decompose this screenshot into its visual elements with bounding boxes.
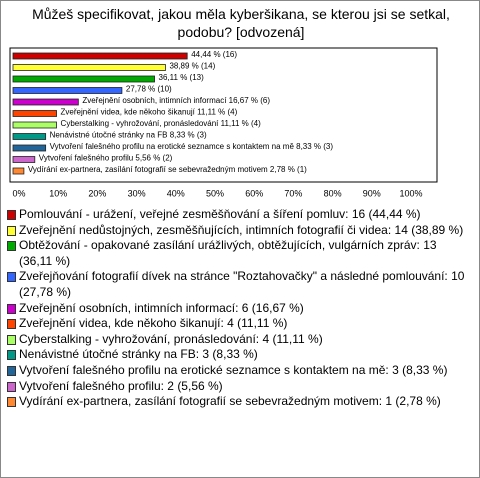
legend-label: Nenávistné útočné stránky na FB: 3 (8,33… xyxy=(19,347,258,362)
legend-swatch xyxy=(7,381,16,392)
bar xyxy=(12,64,166,71)
legend-swatch xyxy=(7,210,16,220)
legend-swatch xyxy=(7,350,16,361)
legend-item: Obtěžování - opakované zasílání urážlivý… xyxy=(7,238,473,269)
legend-item: Vytvoření falešného profilu: 2 (5,56 %) xyxy=(7,379,473,395)
legend-label: Vytvoření falešného profilu na erotické … xyxy=(19,362,448,377)
x-tick-label: 20% xyxy=(88,188,106,198)
value-label: Cyberstalking - vyhrožování, pronásledov… xyxy=(61,119,262,128)
legend-swatch xyxy=(7,334,16,345)
x-tick-label: 0% xyxy=(12,188,25,198)
x-tick-label: 70% xyxy=(284,188,302,198)
x-tick-label: 50% xyxy=(206,188,224,198)
bar xyxy=(12,52,188,60)
x-tick-label: 30% xyxy=(128,188,146,198)
legend-label: Cyberstalking - vyhrožování, pronásledov… xyxy=(19,331,323,346)
legend-label: Vytvoření falešného profilu: 2 (5,56 %) xyxy=(19,378,223,393)
legend-swatch xyxy=(7,225,16,236)
x-tick-label: 80% xyxy=(324,188,342,198)
chart-title: Můžeš specifikovat, jakou měla kyberšika… xyxy=(32,6,450,40)
plot-frame xyxy=(9,47,438,183)
legend-label: Zveřejnění nedůstojných, zesměšňujících,… xyxy=(19,222,464,237)
legend-swatch xyxy=(7,397,16,408)
x-tick-label: 40% xyxy=(167,188,185,198)
bar xyxy=(12,133,47,140)
bar xyxy=(12,87,123,94)
x-tick-label: 60% xyxy=(245,188,263,198)
legend-item: Zveřejnění osobních, intimních informací… xyxy=(7,301,473,317)
legend-label: Pomlouvání - urážení, veřejné zesměšňová… xyxy=(19,207,421,221)
legend-label: Obtěžování - opakované zasílání urážlivý… xyxy=(19,238,437,268)
value-label: Zveřejnění videa, kde někoho šikanují 11… xyxy=(61,108,238,117)
value-label: 27,78 % (10) xyxy=(126,85,172,94)
plot: 0% 10% 20% 30% 40% 50% 60% 70% 80% 90% 100% 44,44 %… xyxy=(9,47,438,198)
legend-item: Zveřejnění nedůstojných, zesměšňujících,… xyxy=(7,223,473,239)
legend-item: Pomlouvání - urážení, veřejné zesměšňová… xyxy=(7,207,473,223)
x-tick-label: 10% xyxy=(49,188,67,198)
value-label: Vytvoření falešného profilu na erotické … xyxy=(50,142,334,151)
bar xyxy=(12,121,57,129)
legend-swatch xyxy=(7,303,16,314)
legend-swatch xyxy=(7,365,16,376)
bar xyxy=(12,75,155,83)
legend-item: Cyberstalking - vyhrožování, pronásledov… xyxy=(7,332,473,348)
x-tick-label: 100% xyxy=(399,188,422,198)
legend-label: Zveřejňování fotografií dívek na stránce… xyxy=(19,269,465,299)
legend-label: Zveřejnění osobních, intimních informací… xyxy=(19,300,304,315)
value-label: Vydírání ex-partnera, zasílání fotografi… xyxy=(28,165,307,174)
legend-item: Zveřejnění videa, kde někoho šikanují: 4… xyxy=(7,316,473,332)
bar xyxy=(12,110,57,117)
bar xyxy=(12,144,47,152)
legend-label: Zveřejnění videa, kde někoho šikanují: 4… xyxy=(19,316,288,331)
legend-swatch xyxy=(7,241,16,252)
legend-item: Zveřejňování fotografií dívek na stránce… xyxy=(7,269,473,300)
value-label: 38,89 % (14) xyxy=(169,62,215,71)
legend-swatch xyxy=(7,272,16,283)
value-label: Zveřejnění osobních, intimních informací… xyxy=(82,96,270,105)
bar xyxy=(12,156,36,163)
legend: Pomlouvání - urážení, veřejné zesměšňová… xyxy=(7,207,473,410)
legend-item: Nenávistné útočné stránky na FB: 3 (8,33… xyxy=(7,347,473,363)
value-label: Vytvoření falešného profilu 5,56 % (2) xyxy=(39,154,173,163)
legend-label: Vydírání ex-partnera, zasílání fotografi… xyxy=(19,394,441,409)
value-label: Nenávistné útočné stránky na FB 8,33 % (… xyxy=(50,131,207,140)
legend-swatch xyxy=(7,319,16,330)
x-tick-label: 90% xyxy=(363,188,381,198)
bar xyxy=(12,167,25,175)
legend-item: Vytvoření falešného profilu na erotické … xyxy=(7,363,473,379)
value-label: 44,44 % (16) xyxy=(191,50,237,59)
value-label: 36,11 % (13) xyxy=(159,73,205,82)
legend-item: Vydírání ex-partnera, zasílání fotografi… xyxy=(7,394,473,410)
bar xyxy=(12,98,79,106)
